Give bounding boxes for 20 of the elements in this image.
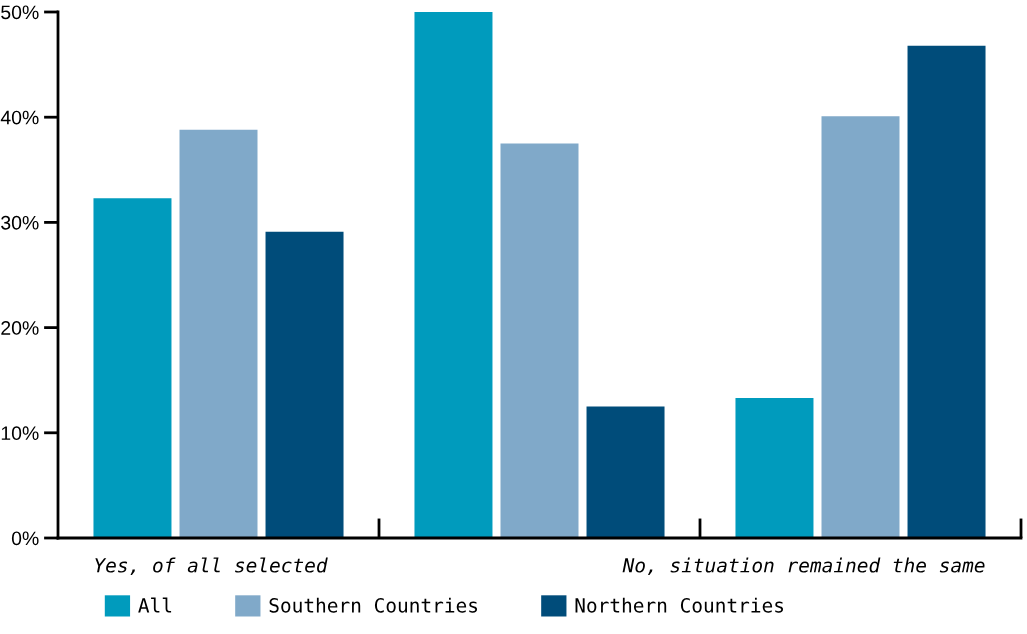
bar <box>500 143 579 538</box>
bar <box>821 116 900 538</box>
x-tick-label: Yes, of all selected <box>95 557 328 576</box>
bar <box>179 129 258 538</box>
bar <box>586 406 665 538</box>
legend-label: Southern Countries <box>269 597 478 613</box>
bar <box>735 398 814 538</box>
y-tick-label: 20% <box>1 321 39 335</box>
legend-label: All <box>138 597 172 613</box>
legend-label: Northern Countries <box>575 597 784 613</box>
bar <box>414 12 493 538</box>
y-tick-label: 30% <box>1 215 39 230</box>
y-tick-label: 10% <box>1 426 39 441</box>
y-tick-label: 40% <box>0 110 39 125</box>
bar <box>93 198 172 538</box>
y-tick-label: 50% <box>1 5 39 20</box>
y-tick-label: 0% <box>11 531 39 546</box>
bar <box>265 231 344 538</box>
x-tick-label: No, situation remained the same <box>622 557 985 576</box>
bar <box>907 45 986 538</box>
